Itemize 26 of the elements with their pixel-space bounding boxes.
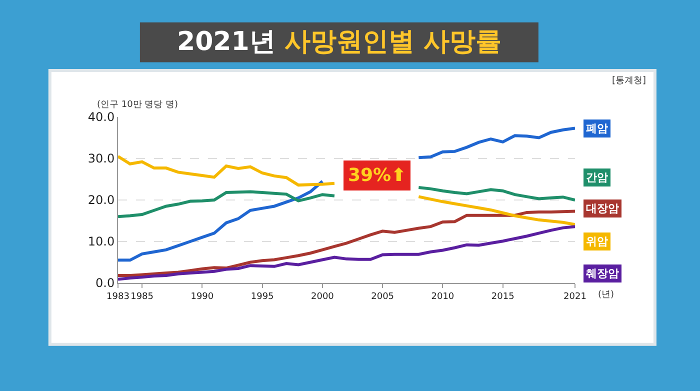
series-label: 대장암 [586, 202, 619, 215]
series-label: 위암 [586, 235, 608, 248]
x-tick-label: 2021 [564, 292, 586, 302]
x-tick-label: 2010 [431, 292, 454, 302]
x-axis-title: (년) [598, 290, 614, 300]
y-tick-label: 0.0 [96, 276, 115, 290]
chart-title: 2021년 사망원인별 사망률 [177, 27, 502, 57]
x-tick-label: 1990 [190, 292, 214, 302]
text: 췌장암 [586, 267, 619, 280]
y-axis-title: (인구 10만 명당 명) [97, 100, 178, 110]
text: [통계청] [612, 76, 646, 86]
x-tick-label: 1983 [106, 292, 130, 302]
x-tick-label: 1995 [250, 292, 274, 302]
annotation: 39%⬆ [348, 165, 406, 186]
y-tick-label: 10.0 [88, 234, 115, 249]
y-tick-label: 30.0 [88, 152, 115, 166]
x-tick-label: 2000 [310, 292, 334, 302]
x-tick-label: 1985 [130, 292, 154, 302]
line-series [118, 210, 575, 278]
series-label: 폐암 [586, 122, 608, 135]
x-tick-label: 2015 [491, 292, 514, 302]
series-label: 간암 [586, 171, 608, 184]
y-tick-label: 20.0 [88, 193, 115, 208]
line-series [118, 225, 575, 281]
y-tick-label: 40.0 [88, 110, 115, 124]
x-tick-label: 2005 [371, 292, 394, 302]
